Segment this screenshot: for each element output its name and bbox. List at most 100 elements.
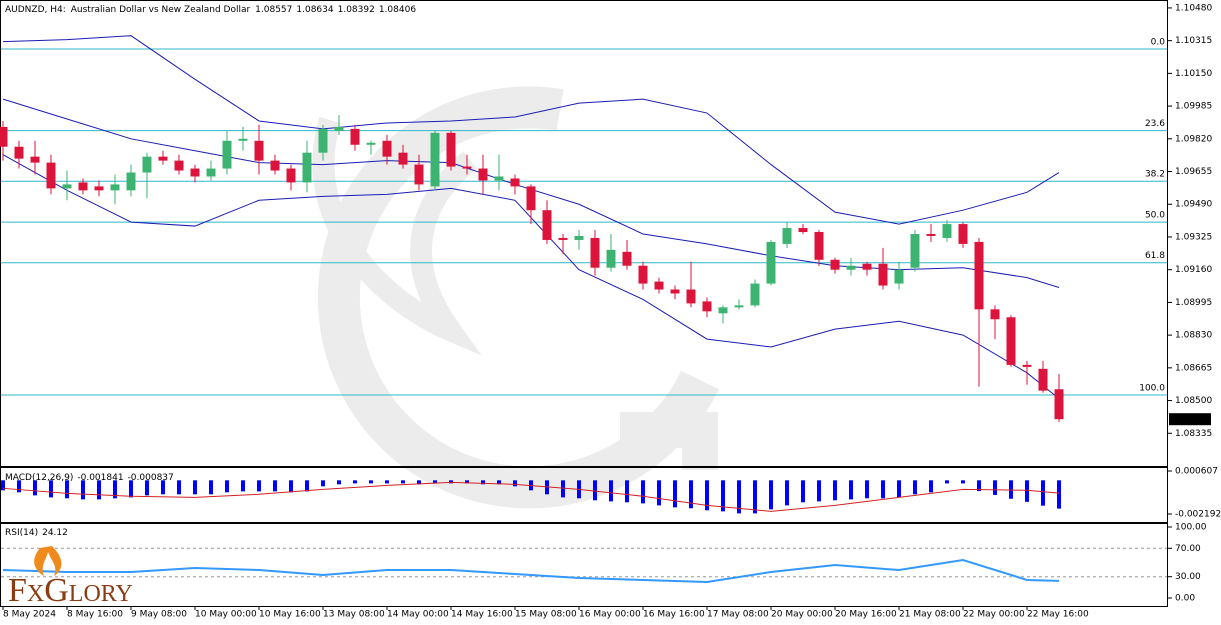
macd-bar <box>273 480 277 492</box>
macd-bar <box>337 480 341 485</box>
y-tick-label: 1.09985 <box>1175 102 1212 112</box>
macd-bar <box>385 480 389 484</box>
macd-bar <box>801 480 805 503</box>
macd-bar <box>417 480 421 485</box>
macd-bar <box>497 480 501 485</box>
candle-body <box>174 160 184 171</box>
x-tick-label: 10 May 16:00 <box>259 610 321 620</box>
macd-bar <box>145 480 149 496</box>
candle-body <box>798 228 808 233</box>
macd-bar <box>33 480 37 496</box>
x-tick-label: 21 May 08:00 <box>899 610 961 620</box>
macd-bar <box>945 480 949 484</box>
candle-body <box>1054 389 1064 420</box>
macd-bar <box>817 480 821 502</box>
candle-body <box>574 235 584 240</box>
candle-body <box>0 126 8 147</box>
candle-body <box>1006 317 1016 365</box>
candle-body <box>206 168 216 177</box>
fib-label: 0.0 <box>1151 37 1166 47</box>
macd-bar <box>1025 480 1029 502</box>
y-tick-label: 30.00 <box>1175 572 1201 582</box>
x-tick-label: 8 May 16:00 <box>67 610 123 620</box>
logo-flame <box>34 546 62 576</box>
macd-bar <box>321 480 325 487</box>
x-tick-label: 14 May 00:00 <box>387 610 449 620</box>
macd-bar <box>753 480 757 514</box>
candle-body <box>78 182 88 191</box>
bollinger-upper <box>2 35 1060 225</box>
price-marker <box>1169 413 1211 426</box>
candle-body <box>590 237 600 268</box>
candle-body <box>750 283 760 306</box>
x-tick-label: 13 May 08:00 <box>323 610 385 620</box>
signal-value: -0.000837 <box>128 473 174 483</box>
candle-body <box>478 168 488 181</box>
macd-bar <box>849 480 853 500</box>
candle-body <box>366 142 376 145</box>
x-tick-label: 22 May 00:00 <box>963 610 1025 620</box>
macd-bar <box>897 480 901 498</box>
candle-body <box>878 263 888 286</box>
macd-bar <box>1009 480 1013 499</box>
candle-body <box>782 228 792 244</box>
candle-body <box>414 164 424 185</box>
candle-body <box>190 168 200 177</box>
macd-bar <box>289 480 293 493</box>
candle-body <box>862 263 872 270</box>
macd-bar <box>97 480 101 500</box>
candle-body <box>62 184 72 189</box>
open: 1.08557 <box>255 5 292 15</box>
macd-bar <box>129 480 133 498</box>
macd-value: -0.001841 <box>77 473 123 483</box>
candle-body <box>766 241 776 284</box>
price-marker-label: 1.08406 <box>1173 415 1210 425</box>
candle-body <box>142 156 152 173</box>
candle-body <box>830 259 840 270</box>
high: 1.08634 <box>296 5 333 15</box>
macd-bar <box>657 480 661 506</box>
x-tick-label: 17 May 08:00 <box>707 610 769 620</box>
y-tick-label: 1.08335 <box>1175 429 1212 439</box>
y-tick-label: 70.00 <box>1175 544 1201 554</box>
macd-bar <box>977 480 981 492</box>
y-tick-label: -0.002192 <box>1175 510 1221 520</box>
candle-body <box>238 138 248 141</box>
macd-bar <box>609 480 613 502</box>
candle-body <box>846 265 856 270</box>
macd-bar <box>513 480 517 487</box>
macd-bar <box>433 480 437 484</box>
candle-body <box>46 162 56 189</box>
candle-body <box>606 249 616 268</box>
x-tick-label: 22 May 16:00 <box>1027 610 1089 620</box>
y-tick-label: 0.00 <box>1175 594 1195 604</box>
y-tick-label: 1.09325 <box>1175 232 1212 242</box>
candle-body <box>910 233 920 268</box>
candle-body <box>1022 364 1032 367</box>
macd-bar <box>257 480 261 492</box>
x-tick-label: 14 May 16:00 <box>451 610 513 620</box>
logo-text: FxGlory <box>8 572 133 609</box>
macd-bar <box>81 480 85 500</box>
candle-body <box>334 126 344 131</box>
y-tick-label: 1.10480 <box>1175 3 1212 13</box>
x-tick-label: 20 May 00:00 <box>771 610 833 620</box>
macd-pane <box>0 467 1168 523</box>
description: Australian Dollar vs New Zealand Dollar <box>71 5 251 15</box>
y-tick-label: 1.10315 <box>1175 36 1212 46</box>
macd-bar <box>17 480 21 493</box>
candle-body <box>958 224 968 244</box>
fib-label: 100.0 <box>1139 384 1165 394</box>
candle-body <box>542 210 552 240</box>
candle-body <box>110 184 120 191</box>
candle-body <box>350 128 360 145</box>
candle-body <box>526 186 536 211</box>
macd-bar <box>737 480 741 514</box>
macd-bar <box>49 480 53 498</box>
y-tick-label: 1.09160 <box>1175 265 1212 275</box>
macd-bar <box>209 480 213 495</box>
candle-body <box>622 251 632 266</box>
bollinger-middle <box>2 98 1060 289</box>
